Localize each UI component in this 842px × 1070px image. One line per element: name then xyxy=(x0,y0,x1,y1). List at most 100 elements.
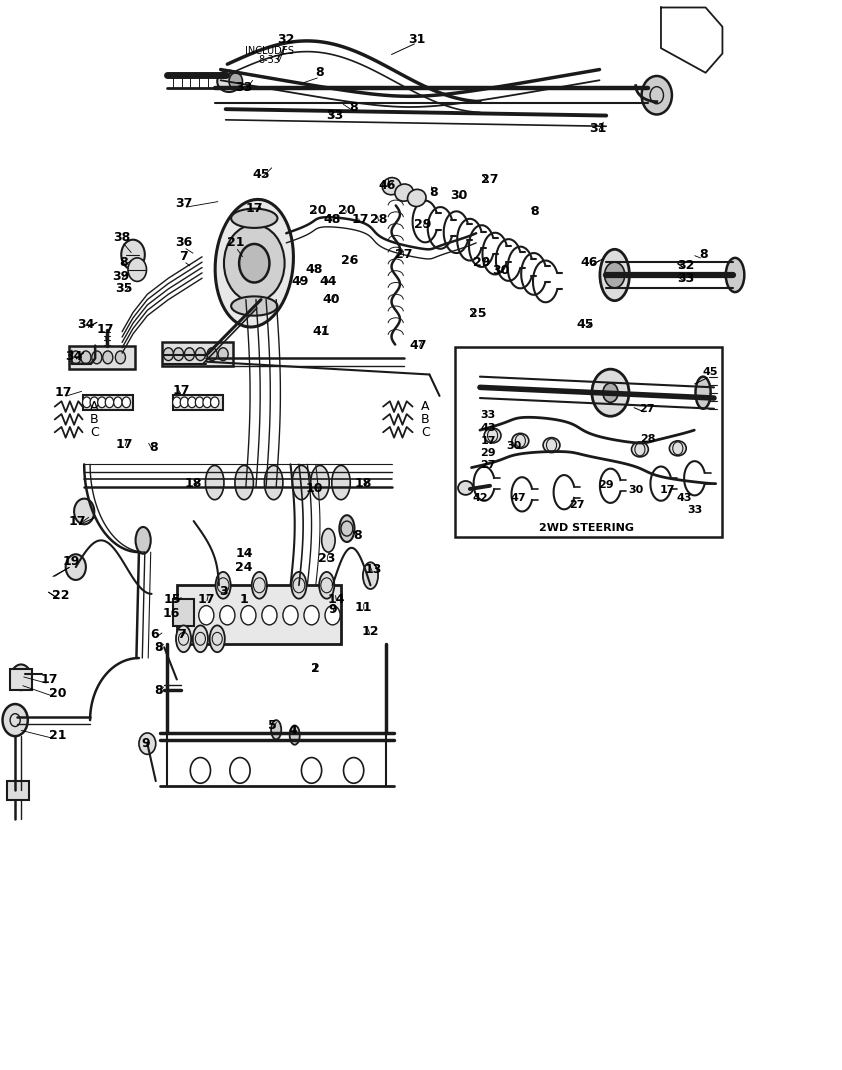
Text: 41: 41 xyxy=(313,325,330,338)
Ellipse shape xyxy=(632,442,648,457)
Text: 8: 8 xyxy=(120,256,128,269)
Polygon shape xyxy=(661,7,722,73)
Text: 22: 22 xyxy=(52,590,69,602)
Text: 33: 33 xyxy=(687,505,702,516)
Text: 28: 28 xyxy=(370,213,387,226)
Circle shape xyxy=(195,397,204,408)
Ellipse shape xyxy=(512,433,529,448)
Text: 18: 18 xyxy=(185,477,202,490)
Text: 43: 43 xyxy=(481,423,496,433)
Text: 11: 11 xyxy=(355,601,372,614)
Circle shape xyxy=(178,606,193,625)
Ellipse shape xyxy=(395,184,413,201)
Text: 37: 37 xyxy=(175,197,192,210)
Text: 8: 8 xyxy=(530,205,539,218)
Text: 23: 23 xyxy=(318,552,335,565)
Circle shape xyxy=(173,348,184,361)
Text: 8: 8 xyxy=(699,248,707,261)
Circle shape xyxy=(128,258,147,281)
Circle shape xyxy=(173,397,181,408)
Text: 18: 18 xyxy=(355,477,372,490)
Text: 27: 27 xyxy=(639,403,654,414)
Text: 17: 17 xyxy=(246,202,263,215)
Circle shape xyxy=(304,606,319,625)
Ellipse shape xyxy=(216,199,293,327)
Ellipse shape xyxy=(231,296,277,316)
Circle shape xyxy=(74,499,94,524)
Circle shape xyxy=(229,73,242,90)
Circle shape xyxy=(92,351,102,364)
Text: 27: 27 xyxy=(569,500,584,510)
Circle shape xyxy=(207,348,217,361)
Circle shape xyxy=(114,397,122,408)
Text: 9: 9 xyxy=(141,737,150,750)
Circle shape xyxy=(199,606,214,625)
Ellipse shape xyxy=(484,428,501,443)
Text: A: A xyxy=(90,400,99,413)
Ellipse shape xyxy=(210,625,225,653)
Text: 14: 14 xyxy=(236,547,253,560)
Text: B: B xyxy=(90,413,99,426)
Circle shape xyxy=(230,758,250,783)
Bar xyxy=(173,395,223,410)
Text: 8: 8 xyxy=(154,684,163,697)
Text: 17: 17 xyxy=(352,213,369,226)
Circle shape xyxy=(210,397,219,408)
Text: 26: 26 xyxy=(341,254,358,266)
Text: 30: 30 xyxy=(506,441,521,452)
Text: 32: 32 xyxy=(278,33,295,46)
Text: 34: 34 xyxy=(66,350,83,363)
Text: 39: 39 xyxy=(112,270,129,282)
Bar xyxy=(10,669,32,690)
Text: 47: 47 xyxy=(410,339,427,352)
Text: 45: 45 xyxy=(253,168,269,181)
Circle shape xyxy=(11,664,31,690)
Text: 30: 30 xyxy=(450,189,467,202)
Text: 25: 25 xyxy=(469,307,486,320)
Ellipse shape xyxy=(339,516,354,542)
Text: 28: 28 xyxy=(641,433,656,444)
Ellipse shape xyxy=(176,625,191,653)
Circle shape xyxy=(90,397,99,408)
Text: 19: 19 xyxy=(63,555,80,568)
Text: 31: 31 xyxy=(589,122,606,135)
Circle shape xyxy=(188,397,196,408)
Ellipse shape xyxy=(695,377,711,409)
Text: 29: 29 xyxy=(473,256,490,269)
Ellipse shape xyxy=(332,465,350,500)
Ellipse shape xyxy=(290,725,300,745)
Text: 8: 8 xyxy=(316,66,324,79)
Circle shape xyxy=(642,76,672,114)
Text: 7: 7 xyxy=(179,250,188,263)
Text: 46: 46 xyxy=(379,179,396,192)
Text: 4: 4 xyxy=(289,724,297,737)
Ellipse shape xyxy=(322,529,335,552)
Ellipse shape xyxy=(235,465,253,500)
Circle shape xyxy=(283,606,298,625)
Bar xyxy=(69,346,135,369)
Circle shape xyxy=(190,758,210,783)
Text: 17: 17 xyxy=(173,384,189,397)
Circle shape xyxy=(218,348,228,361)
Text: 33: 33 xyxy=(327,109,344,122)
Text: 45: 45 xyxy=(577,318,594,331)
Circle shape xyxy=(325,606,340,625)
Text: 46: 46 xyxy=(581,256,598,269)
Text: 27: 27 xyxy=(482,173,498,186)
Circle shape xyxy=(3,704,28,736)
Text: 12: 12 xyxy=(362,625,379,638)
Text: B: B xyxy=(421,413,429,426)
Text: 48: 48 xyxy=(306,263,322,276)
Text: 35: 35 xyxy=(115,282,132,295)
Text: 21: 21 xyxy=(49,729,66,742)
Circle shape xyxy=(203,397,211,408)
Text: 20: 20 xyxy=(49,687,66,700)
Ellipse shape xyxy=(319,571,334,599)
Text: INCLUDES: INCLUDES xyxy=(245,46,294,57)
Ellipse shape xyxy=(726,258,744,292)
Text: 17: 17 xyxy=(116,438,133,450)
Text: 14: 14 xyxy=(328,593,345,606)
Text: 17: 17 xyxy=(481,435,496,446)
Text: 8: 8 xyxy=(429,186,438,199)
Circle shape xyxy=(105,397,114,408)
